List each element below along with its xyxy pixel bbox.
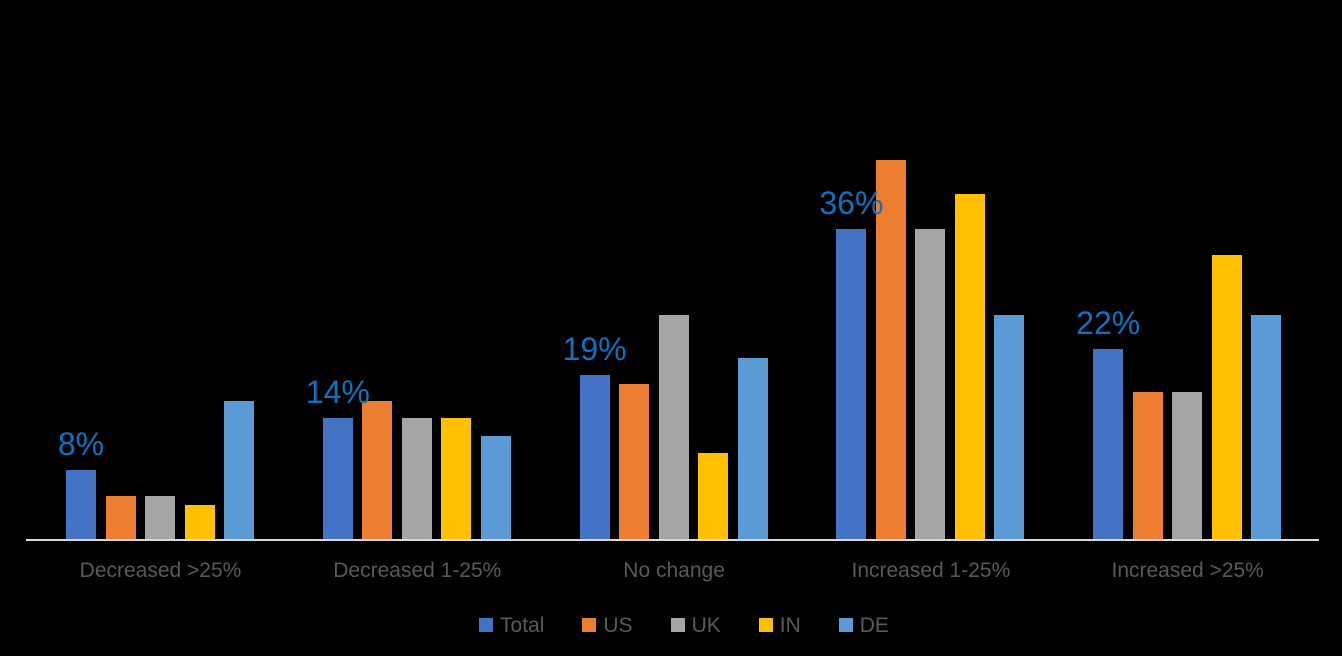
- bar-total-increased-1-25: [836, 228, 867, 539]
- bar-de-no-change: [737, 357, 768, 539]
- bar-de-decreased-1-25: [480, 435, 511, 539]
- legend-label-in: IN: [779, 613, 801, 637]
- bar-total-no-change: [579, 375, 610, 539]
- bar-uk-no-change: [658, 314, 689, 539]
- category-label-decreased-1-25: Decreased 1-25%: [333, 559, 502, 582]
- bar-us-increased-25: [1132, 392, 1163, 539]
- bar-total-decreased-25: [66, 470, 96, 539]
- category-label-increased-1-25: Increased 1-25%: [851, 559, 1011, 582]
- legend-label-de: DE: [859, 613, 889, 637]
- bar-in-no-change: [698, 452, 729, 539]
- legend-swatch-in: [758, 618, 773, 632]
- data-label-total-increased-1-25: 36%: [819, 184, 884, 221]
- data-label-total-decreased-1-25: 14%: [305, 374, 370, 411]
- legend-item-uk: UK: [670, 613, 721, 637]
- bar-uk-decreased-25: [145, 495, 175, 539]
- legend-item-in: IN: [758, 613, 801, 637]
- legend-item-total: Total: [479, 615, 544, 636]
- bar-group-decreased-1-25: 14%: [306, 376, 512, 539]
- legend-swatch-us: [582, 618, 597, 632]
- bar-us-decreased-1-25: [362, 401, 393, 539]
- bar-in-increased-25: [1211, 254, 1242, 539]
- bar-in-decreased-25: [184, 504, 215, 539]
- data-label-total-increased-25: 22%: [1076, 305, 1141, 342]
- bar-total-decreased-1-25: [322, 418, 353, 539]
- bar-group-no-change: 19%: [563, 314, 769, 539]
- legend-item-de: DE: [838, 613, 889, 637]
- legend-label-us: US: [603, 613, 633, 637]
- category-label-decreased-25: Decreased >25%: [79, 559, 242, 582]
- bar-us-no-change: [619, 383, 650, 539]
- category-label-increased-25: Increased >25%: [1111, 559, 1264, 582]
- legend-swatch-uk: [670, 618, 685, 632]
- legend-label-total: Total: [500, 613, 545, 637]
- bar-us-decreased-25: [105, 495, 136, 539]
- legend-item-us: US: [582, 613, 633, 637]
- data-label-total-no-change: 19%: [562, 331, 627, 368]
- bar-de-increased-25: [1251, 314, 1282, 539]
- bar-uk-increased-1-25: [915, 228, 946, 539]
- bar-group-increased-1-25: 36%: [819, 159, 1025, 539]
- bar-us-increased-1-25: [875, 159, 906, 539]
- bar-de-increased-1-25: [994, 314, 1025, 539]
- data-label-total-decreased-25: 8%: [57, 426, 105, 463]
- bar-uk-increased-25: [1172, 392, 1203, 539]
- bar-in-increased-1-25: [954, 194, 985, 539]
- legend-swatch-total: [479, 618, 494, 632]
- legend: Total US UK IN DE: [26, 611, 1342, 639]
- legend-swatch-de: [838, 618, 853, 632]
- bar-in-decreased-1-25: [441, 418, 472, 539]
- bar-total-increased-25: [1093, 349, 1124, 539]
- category-label-no-change: No change: [623, 559, 725, 582]
- x-axis-line: [26, 539, 1319, 541]
- bar-uk-decreased-1-25: [401, 418, 432, 539]
- bar-de-decreased-25: [224, 401, 254, 539]
- bar-group-increased-25: 22%: [1076, 254, 1282, 539]
- bar-group-decreased-25: 8%: [58, 401, 255, 539]
- legend-label-uk: UK: [691, 613, 721, 637]
